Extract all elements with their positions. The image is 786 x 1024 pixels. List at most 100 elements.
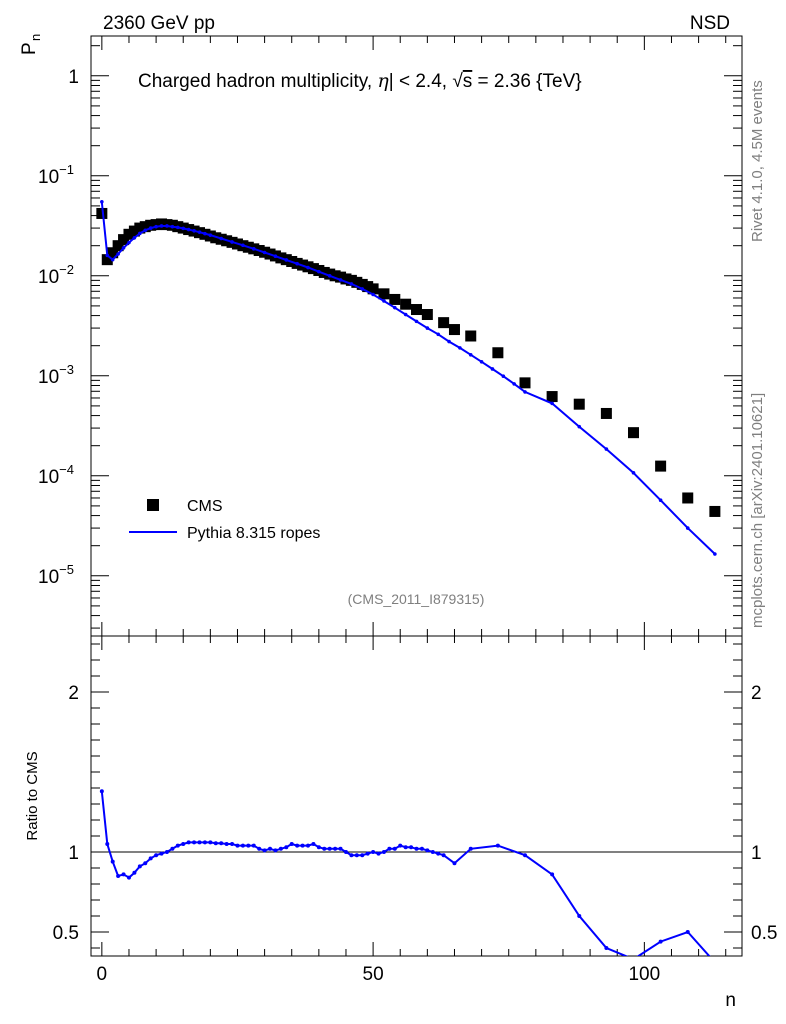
ratio-point [170,846,175,851]
y-tick-label: 2 [751,683,762,704]
x-tick-label: 100 [628,964,660,985]
ratio-point [192,840,197,845]
y-tick-label: 1 [68,843,79,864]
pythia-point [447,339,451,344]
pythia-point [403,312,408,317]
cms-point [655,460,667,472]
cms-point [709,505,721,517]
pythia-point [458,346,462,350]
ratio-point [604,946,609,950]
legend-pythia-label: Pythia 8.315 ropes [187,525,320,542]
legend: CMS Pythia 8.315 ropes [129,498,320,542]
ratio-point [403,845,408,850]
ratio-axes: 0 50 100 0.5 0.5 1 1 2 2 [53,636,777,985]
pythia-point [230,240,234,244]
ratio-point [197,840,202,845]
ratio-point [262,848,267,853]
main-data [96,199,721,556]
analysis-id: (CMS_2011_I879315) [348,591,485,607]
pythia-point [284,258,289,262]
cms-point [367,283,379,295]
ratio-point [425,848,430,853]
pythia-point [604,447,609,451]
x-tick-label: 0 [97,964,108,985]
pythia-point [425,326,430,330]
pythia-point [631,471,636,475]
cms-point [112,240,124,252]
cms-point [378,288,390,300]
pythia-point [295,261,299,266]
pythia-point [110,257,115,262]
pythia-point [251,247,256,251]
y-tick-label: 1 [751,843,762,864]
ratio-point [105,842,110,846]
pythia-point [138,231,142,236]
cms-point [400,298,412,310]
pythia-point [327,273,332,278]
cms-point [107,247,119,259]
ratio-point [208,840,213,845]
pythia-point [197,230,202,234]
pythia-point [523,390,527,394]
pythia-point [479,360,484,364]
ratio-point [322,846,327,851]
ratio-point [436,851,441,856]
pythia-point [165,224,169,228]
pythia-point [414,319,419,324]
y-tick-label: 10−4 [38,462,74,488]
ratio-point [333,846,338,851]
ratio-point [441,853,446,858]
ratio-point [230,842,235,846]
pythia-point [208,233,213,237]
ratio-point [376,851,381,856]
ratio-point [381,850,386,854]
main-y-axis-label: P n [19,34,43,55]
ratio-point [116,874,121,878]
pythia-point [501,374,506,379]
cms-point [465,330,477,342]
ratio-point [365,851,370,856]
pythia-point [192,228,196,233]
ratio-point [392,846,397,851]
ratio-point [414,846,419,851]
pythia-point [382,299,386,303]
ratio-point [468,846,473,851]
ratio-point [398,843,403,848]
ratio-point [224,842,229,846]
ratio-point [409,845,414,850]
cms-point [628,427,639,439]
ratio-point [273,848,278,853]
ratio-point [110,859,115,864]
ratio-point [246,843,251,848]
ratio-line [100,791,711,956]
ratio-point [148,856,153,861]
y-tick-label: 10−1 [38,162,74,188]
y-tick-label: 2 [68,683,79,704]
energy-label: 2360 GeV pp [103,13,215,34]
rivet-label: Rivet 4.1.0, 4.5M events [749,80,766,242]
pythia-point [349,282,354,286]
ratio-point [316,845,321,850]
ratio-point [452,861,457,866]
pythia-point [181,226,186,231]
mcplots-label: mcplots.cern.ch [arXiv:2401.10621] [749,393,766,628]
pythia-point [658,498,663,503]
ratio-point [306,843,310,848]
pythia-point [512,382,516,386]
cms-point [96,207,108,219]
cms-point [492,347,504,359]
ratio-point [213,841,218,846]
cms-point [448,324,460,336]
ratio-point [349,853,354,858]
ratio-point [658,939,663,944]
ratio-point [295,843,300,848]
ratio-point [550,872,555,877]
ratio-point [251,843,256,848]
pythia-point [176,225,180,230]
pythia-point [132,235,137,240]
y-tick-label: 10−5 [38,562,74,588]
pythia-point [219,236,223,241]
ratio-point [354,853,359,858]
ratio-point [257,846,262,851]
ratio-point [387,846,392,851]
